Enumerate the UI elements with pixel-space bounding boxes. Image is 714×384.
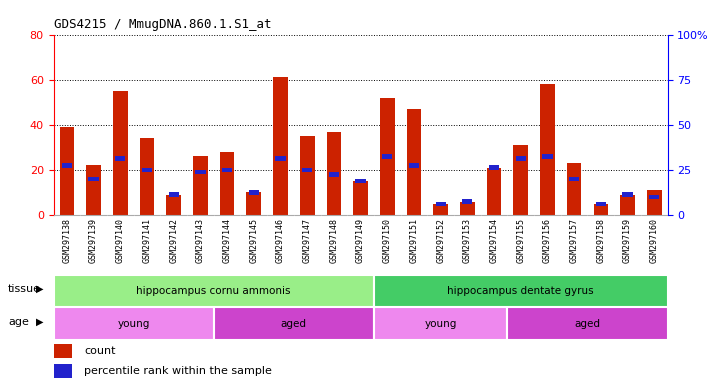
Bar — [220, 152, 234, 215]
Text: GSM297144: GSM297144 — [223, 218, 231, 263]
Bar — [353, 181, 368, 215]
Bar — [462, 199, 473, 204]
Bar — [142, 168, 152, 172]
Bar — [328, 172, 339, 177]
Bar — [61, 163, 72, 168]
Text: GSM297148: GSM297148 — [329, 218, 338, 263]
Text: GSM297154: GSM297154 — [490, 218, 498, 263]
Bar — [489, 166, 499, 170]
Bar — [382, 154, 393, 159]
Bar — [326, 132, 341, 215]
Bar — [380, 98, 395, 215]
Text: GSM297139: GSM297139 — [89, 218, 98, 263]
Bar — [302, 168, 312, 172]
Bar — [516, 156, 526, 161]
Text: aged: aged — [281, 318, 307, 329]
Bar — [213, 307, 374, 340]
Text: GSM297147: GSM297147 — [303, 218, 312, 263]
Bar — [59, 127, 74, 215]
Text: GSM297158: GSM297158 — [596, 218, 605, 263]
Bar — [113, 91, 128, 215]
Text: ▶: ▶ — [36, 284, 44, 294]
Text: GSM297140: GSM297140 — [116, 218, 125, 263]
Text: age: age — [8, 317, 29, 327]
Bar — [647, 190, 662, 215]
Bar — [86, 166, 101, 215]
Bar — [140, 138, 154, 215]
Bar — [567, 163, 581, 215]
Bar — [593, 204, 608, 215]
Text: count: count — [84, 346, 116, 356]
Bar — [620, 195, 635, 215]
Bar — [246, 192, 261, 215]
Bar — [300, 136, 315, 215]
Text: GSM297159: GSM297159 — [623, 218, 632, 263]
Bar — [115, 156, 126, 161]
Bar — [166, 195, 181, 215]
Bar — [222, 168, 232, 172]
Text: percentile rank within the sample: percentile rank within the sample — [84, 366, 272, 376]
Bar — [273, 78, 288, 215]
Text: GSM297152: GSM297152 — [436, 218, 445, 263]
Bar — [195, 170, 206, 174]
Bar — [595, 202, 606, 206]
Bar — [169, 192, 178, 197]
Text: aged: aged — [575, 318, 600, 329]
Bar — [54, 307, 213, 340]
Bar — [623, 192, 633, 197]
Text: young: young — [118, 318, 150, 329]
Bar — [374, 275, 668, 307]
Bar — [487, 168, 501, 215]
Text: GSM297138: GSM297138 — [62, 218, 71, 263]
Text: GSM297153: GSM297153 — [463, 218, 472, 263]
Bar — [407, 109, 421, 215]
Bar — [433, 204, 448, 215]
Bar — [513, 145, 528, 215]
Text: GSM297146: GSM297146 — [276, 218, 285, 263]
Text: hippocampus cornu ammonis: hippocampus cornu ammonis — [136, 286, 291, 296]
Bar — [276, 156, 286, 161]
Text: GDS4215 / MmugDNA.860.1.S1_at: GDS4215 / MmugDNA.860.1.S1_at — [54, 18, 271, 31]
Bar — [248, 190, 259, 195]
Text: hippocampus dentate gyrus: hippocampus dentate gyrus — [448, 286, 594, 296]
Text: GSM297149: GSM297149 — [356, 218, 365, 263]
Text: GSM297156: GSM297156 — [543, 218, 552, 263]
Bar — [89, 177, 99, 181]
Text: GSM297142: GSM297142 — [169, 218, 178, 263]
Text: GSM297141: GSM297141 — [143, 218, 151, 263]
Bar — [569, 177, 579, 181]
Bar — [374, 307, 508, 340]
Text: tissue: tissue — [8, 284, 41, 294]
Bar — [409, 163, 419, 168]
Bar — [356, 179, 366, 184]
Bar — [193, 156, 208, 215]
Text: GSM297160: GSM297160 — [650, 218, 659, 263]
Bar — [649, 195, 660, 199]
Bar — [540, 84, 555, 215]
Text: GSM297157: GSM297157 — [570, 218, 578, 263]
Bar — [543, 154, 553, 159]
Bar — [460, 202, 475, 215]
Bar — [54, 344, 72, 358]
Text: GSM297143: GSM297143 — [196, 218, 205, 263]
Text: ▶: ▶ — [36, 317, 44, 327]
Text: GSM297150: GSM297150 — [383, 218, 392, 263]
Bar — [54, 275, 374, 307]
Bar — [54, 364, 72, 378]
Text: young: young — [425, 318, 457, 329]
Bar — [436, 202, 446, 206]
Bar — [508, 307, 668, 340]
Text: GSM297155: GSM297155 — [516, 218, 526, 263]
Text: GSM297151: GSM297151 — [409, 218, 418, 263]
Text: GSM297145: GSM297145 — [249, 218, 258, 263]
